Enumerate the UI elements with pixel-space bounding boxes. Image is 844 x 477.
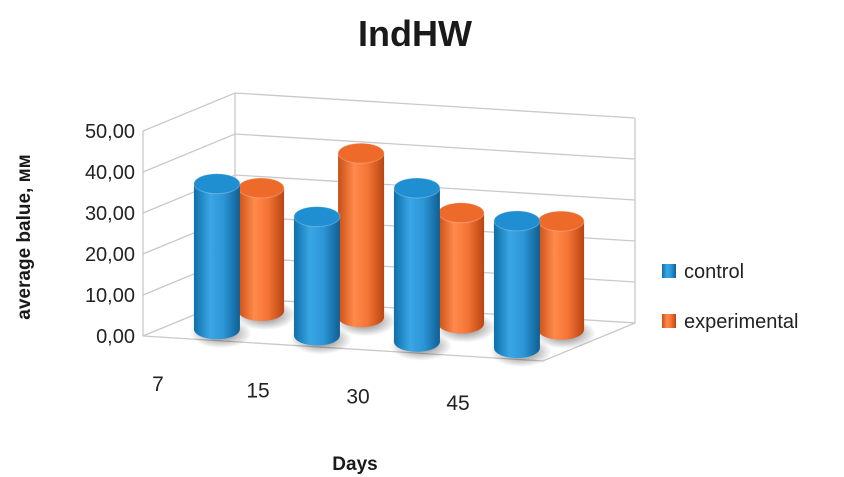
x-category-label: 7: [152, 373, 164, 396]
bar-control-30: [389, 177, 452, 361]
x-axis-label: Days: [332, 454, 377, 475]
bar-experimental-45: [534, 210, 597, 349]
gridline: [142, 133, 636, 173]
gridline: [142, 92, 636, 132]
bar-control-45: [489, 210, 552, 367]
legend-label-control: control: [684, 261, 744, 283]
y-tick-label: 50,00: [85, 121, 135, 143]
bar-control-7: [189, 173, 252, 349]
y-tick-label: 10,00: [85, 285, 135, 307]
x-category-label: 30: [346, 386, 369, 409]
legend-item-control: control: [662, 261, 744, 283]
y-axis-ticks: 0,00 10,00 20,00 30,00 40,00 50,00: [85, 121, 135, 348]
x-category-label: 45: [446, 392, 469, 415]
bar-control-15: [289, 206, 352, 355]
y-tick-label: 0,00: [96, 326, 135, 348]
y-tick-label: 30,00: [85, 203, 135, 225]
legend-swatch-control: [662, 264, 676, 278]
chart-title: IndHW: [358, 13, 472, 54]
y-axis-label: average balue, мм: [14, 154, 35, 319]
x-category-label: 15: [246, 379, 269, 402]
bar-experimental-7: [234, 177, 297, 331]
legend: control experimental: [662, 261, 799, 333]
legend-swatch-experimental: [662, 314, 676, 328]
bar-experimental-15: [334, 142, 397, 337]
legend-label-experimental: experimental: [684, 311, 799, 333]
y-tick-label: 20,00: [85, 244, 135, 266]
bars: [189, 142, 597, 367]
bar-experimental-30: [434, 202, 497, 343]
legend-item-experimental: experimental: [662, 311, 799, 333]
y-tick-label: 40,00: [85, 162, 135, 184]
x-axis-categories: 7 15 30 45: [152, 373, 470, 415]
